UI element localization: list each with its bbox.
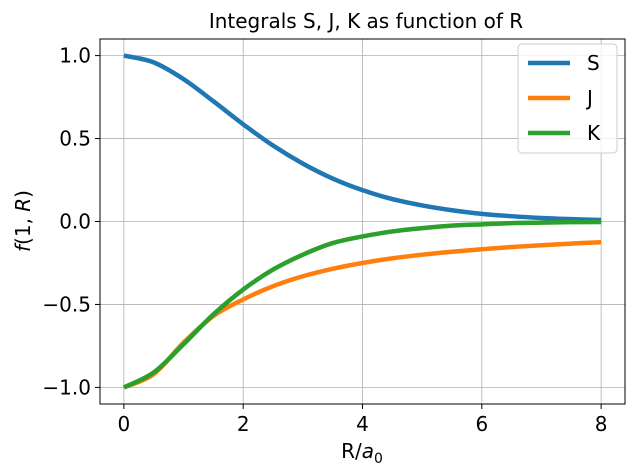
- series-line-s: [123, 53, 602, 223]
- x-axis-label: R/a0: [341, 439, 383, 467]
- x-axis-ticks: 0 2 4 6 8: [117, 404, 608, 436]
- x-tick-label: 8: [595, 412, 608, 436]
- legend: SJK: [517, 43, 618, 154]
- legend-label-k: K: [587, 121, 601, 145]
- chart-title: Integrals S, J, K as function of R: [209, 9, 523, 33]
- y-axis-label: f(1, R): [11, 190, 35, 252]
- x-tick-label: 0: [117, 412, 130, 436]
- y-tick-label: 0.5: [59, 127, 91, 151]
- y-tick-label: −0.5: [42, 292, 91, 316]
- y-tick-label: 1.0: [59, 44, 91, 68]
- y-axis-ticks: −1.0 −0.5 0.0 0.5 1.0: [42, 44, 100, 399]
- series-lines: [122, 53, 602, 390]
- legend-label-j: J: [585, 86, 593, 110]
- legend-label-s: S: [587, 51, 600, 75]
- y-tick-label: −1.0: [42, 375, 91, 399]
- x-tick-label: 2: [237, 412, 250, 436]
- series-line-k: [122, 219, 602, 390]
- x-tick-label: 4: [356, 412, 369, 436]
- x-tick-label: 6: [475, 412, 488, 436]
- y-tick-label: 0.0: [59, 210, 91, 234]
